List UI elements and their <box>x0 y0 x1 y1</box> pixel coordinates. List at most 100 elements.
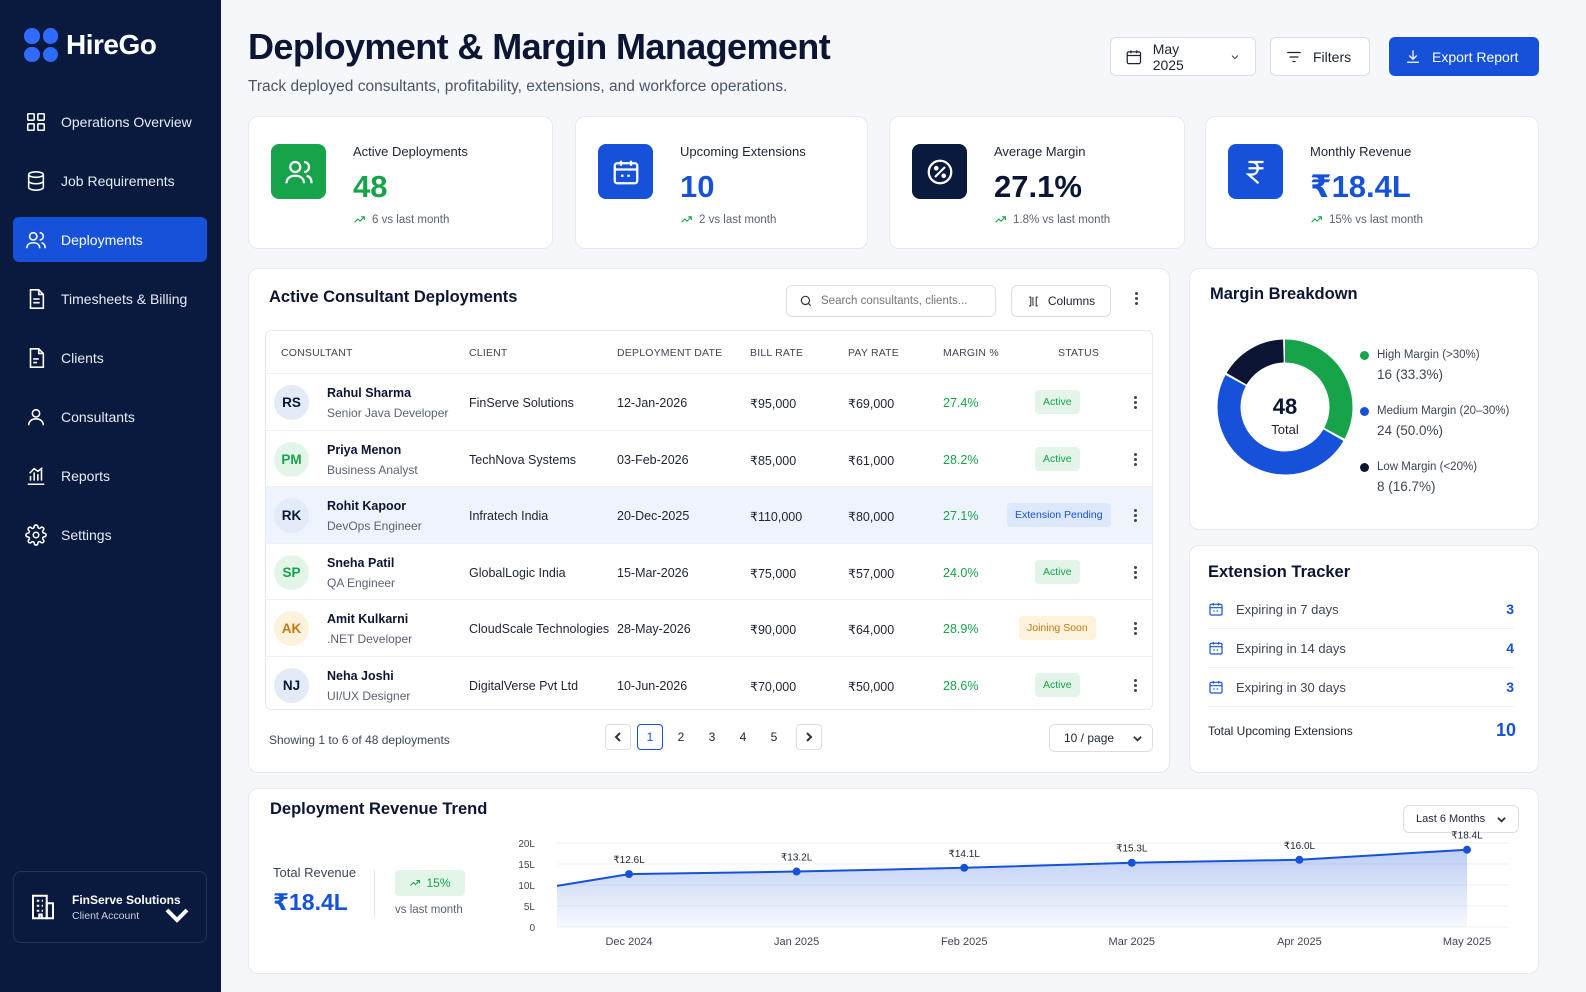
margin-cell: 27.4% <box>943 396 979 410</box>
search-box[interactable] <box>786 285 996 317</box>
legend-label: High Margin (>30%) <box>1377 349 1480 361</box>
row-actions-icon[interactable] <box>1128 451 1142 467</box>
grid-icon <box>26 112 46 131</box>
page-5-button[interactable]: 5 <box>770 730 778 744</box>
data-point[interactable] <box>1295 855 1304 864</box>
table-row[interactable]: PM Priya Menon Business Analyst TechNova… <box>266 429 1152 487</box>
search-input[interactable] <box>821 295 981 307</box>
row-actions-icon[interactable] <box>1128 620 1142 636</box>
margin-breakdown-title: Margin Breakdown <box>1210 285 1358 303</box>
sidebar-item-timesheets-billing[interactable]: Timesheets & Billing <box>13 276 207 321</box>
chevron-down-icon <box>1497 817 1506 823</box>
column-header[interactable]: DEPLOYMENT DATE <box>617 347 723 359</box>
donut-total-value: 48 <box>1273 394 1297 419</box>
consultant-name[interactable]: Priya Menon <box>327 442 402 457</box>
column-header[interactable]: CLIENT <box>469 347 508 359</box>
status-badge: Active <box>1035 446 1080 471</box>
pay-rate-cell: ₹57,000 <box>848 566 895 581</box>
account-name: FinServe Solutions <box>72 892 181 907</box>
stat-label: Active Deployments <box>353 144 468 159</box>
table-row[interactable]: SP Sneha Patil QA Engineer GlobalLogic I… <box>266 542 1152 600</box>
consultant-name[interactable]: Rahul Sharma <box>327 386 412 400</box>
margin-breakdown-card: Margin Breakdown 48 Total High Margin (>… <box>1189 268 1539 530</box>
columns-icon <box>1028 296 1038 306</box>
consultant-name[interactable]: Sneha Patil <box>327 555 395 570</box>
search-icon <box>800 295 812 307</box>
chevron-down-icon <box>165 908 189 923</box>
date-cell: 15-Mar-2026 <box>617 565 689 580</box>
data-point[interactable] <box>792 867 801 876</box>
extension-row[interactable]: Expiring in 30 days 3 <box>1208 668 1514 707</box>
row-actions-icon[interactable] <box>1128 564 1142 580</box>
data-point[interactable] <box>960 863 969 872</box>
prev-page-button[interactable] <box>605 724 631 750</box>
more-options-icon[interactable] <box>1129 290 1143 306</box>
client-cell: Infratech India <box>469 509 549 523</box>
row-actions-icon[interactable] <box>1128 677 1142 693</box>
data-label: ₹15.3L <box>1116 844 1148 855</box>
stat-label: Upcoming Extensions <box>680 144 806 159</box>
sidebar-item-job-requirements[interactable]: Job Requirements <box>13 158 207 203</box>
client-cell: CloudScale Technologies <box>469 622 610 636</box>
consultant-name[interactable]: Neha Joshi <box>327 668 394 683</box>
table-row[interactable]: NJ Neha Joshi UI/UX Designer DigitalVers… <box>266 655 1152 710</box>
sidebar-item-reports[interactable]: Reports <box>13 453 207 498</box>
consultant-name[interactable]: Rohit Kapoor <box>327 499 407 513</box>
extension-row[interactable]: Expiring in 7 days 3 <box>1208 590 1514 629</box>
stat-trend-text: 15% vs last month <box>1329 213 1423 226</box>
stat-value: 27.1% <box>994 169 1082 204</box>
column-header[interactable]: PAY RATE <box>848 347 900 359</box>
legend-value: 8 (16.7%) <box>1377 479 1436 494</box>
sidebar-item-settings[interactable]: Settings <box>13 512 207 557</box>
column-header[interactable]: CONSULTANT <box>281 347 353 359</box>
stat-card-active-deployments: Active Deployments 48 6 vs last month <box>248 116 553 249</box>
data-point[interactable] <box>1127 858 1136 867</box>
revenue-trend-chart: 0 5L 10L 15L 20L ₹12.6L Dec 2024 ₹13.2L Jan 2025… <box>518 831 1509 948</box>
range-select[interactable]: Last 6 Months <box>1403 805 1519 833</box>
consultant-role: UI/UX Designer <box>327 688 411 703</box>
page-4-button[interactable]: 4 <box>739 730 747 744</box>
consultant-role: .NET Developer <box>327 632 413 646</box>
page-3-button[interactable]: 3 <box>708 730 716 744</box>
table-row[interactable]: RS Rahul Sharma Senior Java Developer Fi… <box>266 373 1152 430</box>
donut-segment-1[interactable] <box>1217 339 1353 475</box>
sidebar-item-clients[interactable]: Clients <box>13 335 207 380</box>
row-actions-icon[interactable] <box>1128 394 1142 410</box>
margin-cell: 24.0% <box>943 565 979 580</box>
column-header[interactable]: BILL RATE <box>750 347 804 359</box>
data-point[interactable] <box>625 870 633 879</box>
data-label: ₹12.6L <box>613 855 645 866</box>
row-actions-icon[interactable] <box>1128 507 1142 523</box>
brand[interactable]: HireGo <box>24 28 157 62</box>
database-icon <box>27 170 45 191</box>
export-report-button[interactable]: Export Report <box>1389 37 1539 76</box>
file-icon <box>29 347 45 368</box>
deployments-card: Active Consultant Deployments Columns CO… <box>248 268 1170 773</box>
page-1-button[interactable]: 1 <box>637 724 663 750</box>
next-page-button[interactable] <box>796 724 822 750</box>
sidebar-item-consultants[interactable]: Consultants <box>13 394 207 439</box>
sidebar-item-label: Consultants <box>61 408 135 425</box>
consultant-name[interactable]: Amit Kulkarni <box>327 612 409 626</box>
account-switcher[interactable]: FinServe Solutions Client Account <box>13 871 207 943</box>
total-revenue-value: ₹18.4L <box>273 889 348 915</box>
columns-button[interactable]: Columns <box>1011 285 1111 317</box>
status-badge: Active <box>1035 672 1080 697</box>
table-row[interactable]: AK Amit Kulkarni .NET Developer CloudSca… <box>266 599 1152 656</box>
legend-item: High Margin (>30%) 16 (33.3%) <box>1360 349 1480 382</box>
extension-row[interactable]: Expiring in 14 days 4 <box>1208 629 1514 668</box>
data-point[interactable] <box>1463 845 1471 854</box>
table-row[interactable]: RK Rohit Kapoor DevOps Engineer Infratec… <box>266 486 1152 543</box>
donut-segment-0[interactable] <box>1217 339 1353 475</box>
sidebar-item-deployments[interactable]: Deployments <box>13 217 207 262</box>
calendar-icon <box>1209 681 1223 694</box>
sidebar-item-operations-overview[interactable]: Operations Overview <box>13 99 207 144</box>
month-picker[interactable]: May 2025 <box>1110 37 1256 76</box>
trend-up-icon <box>410 880 421 886</box>
filter-icon <box>1287 51 1301 62</box>
page-2-button[interactable]: 2 <box>677 730 685 744</box>
filters-button[interactable]: Filters <box>1270 37 1370 76</box>
page-size-select[interactable]: 10 / page <box>1049 724 1153 752</box>
column-header[interactable]: MARGIN % <box>943 347 999 359</box>
column-header[interactable]: STATUS <box>1058 347 1100 359</box>
